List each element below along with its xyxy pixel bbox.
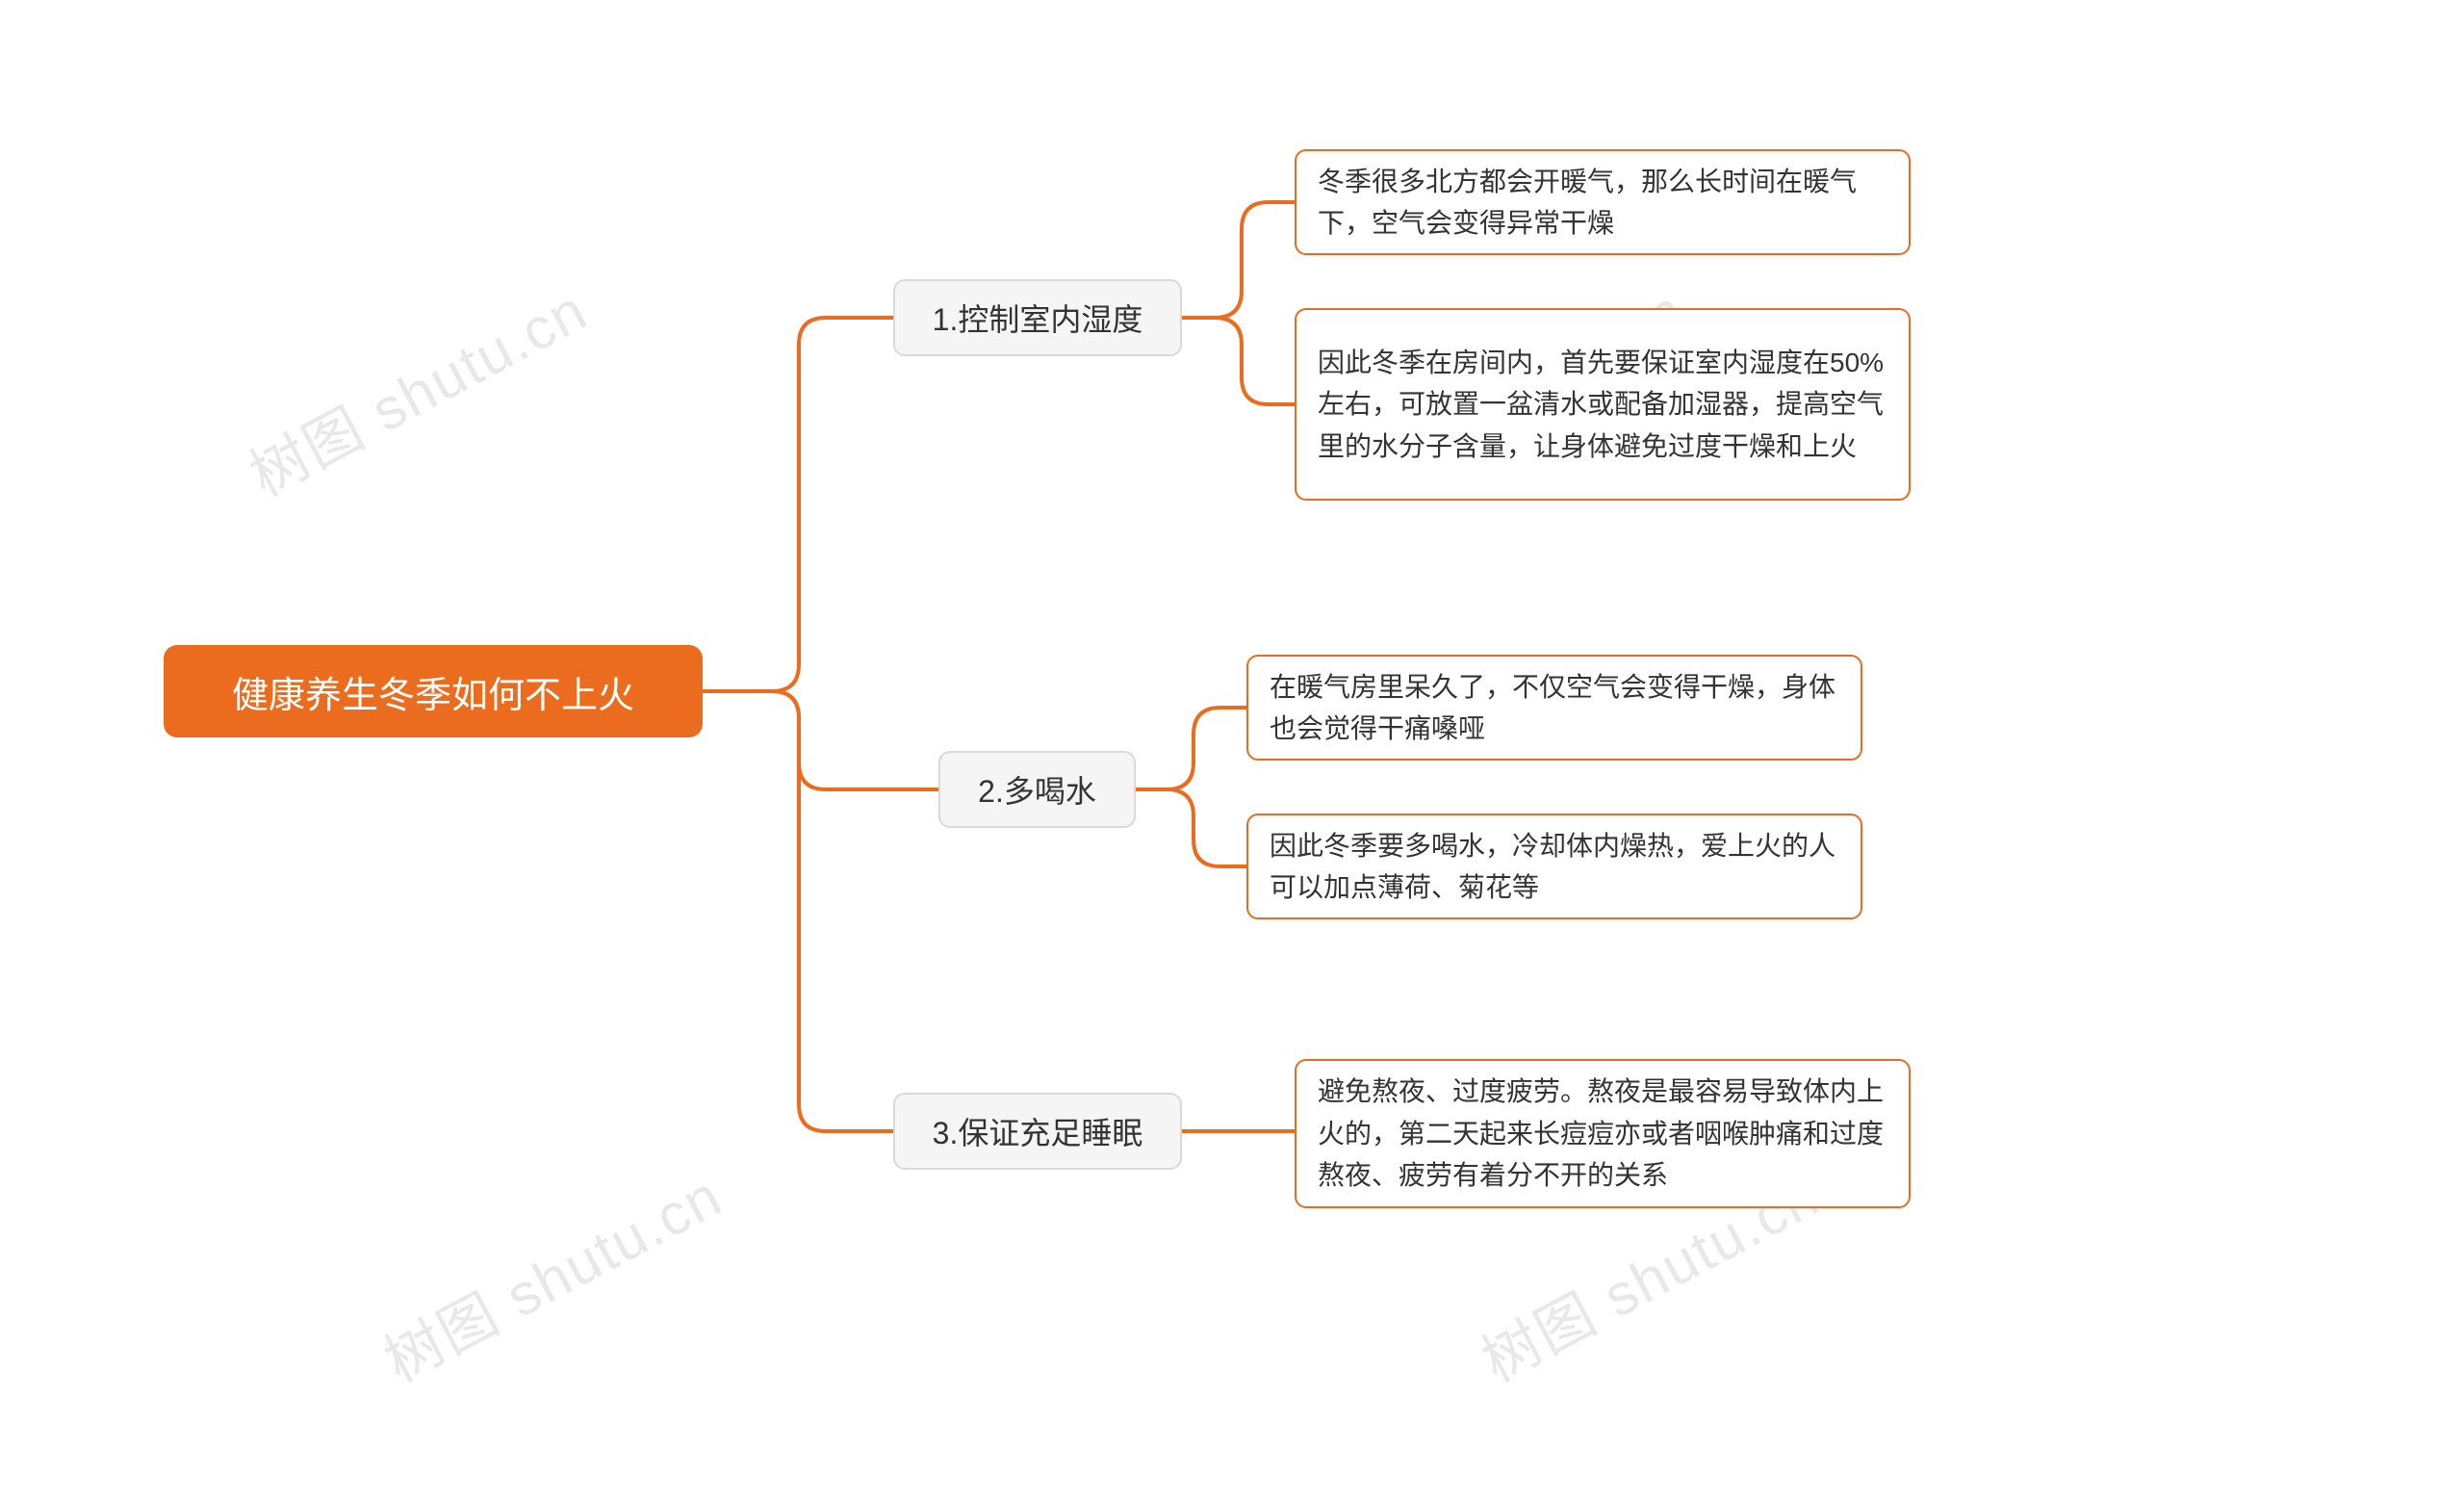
watermark: 树图 shutu.cn (233, 265, 600, 513)
connector-layer (0, 0, 2464, 1498)
leaf-node-2a: 在暖气房里呆久了，不仅空气会变得干燥，身体也会觉得干痛嗓哑 (1246, 655, 1862, 761)
leaf-text: 冬季很多北方都会开暖气，那么长时间在暖气下，空气会变得异常干燥 (1318, 161, 1887, 245)
root-node: 健康养生冬季如何不上火 (164, 645, 703, 737)
branch-node-1: 1.控制室内湿度 (893, 279, 1182, 356)
leaf-text: 因此冬季要多喝水，冷却体内燥热，爱上火的人可以加点薄荷、菊花等 (1270, 825, 1839, 909)
root-label: 健康养生冬季如何不上火 (232, 665, 634, 718)
branch-node-2: 2.多喝水 (938, 751, 1136, 828)
leaf-text: 因此冬季在房间内，首先要保证室内湿度在50%左右，可放置一盆清水或配备加湿器，提… (1318, 342, 1887, 467)
watermark: 树图 shutu.cn (368, 1150, 734, 1399)
branch-label: 3.保证充足睡眠 (933, 1109, 1143, 1153)
leaf-text: 避免熬夜、过度疲劳。熬夜是最容易导致体内上火的，第二天起来长痘痘亦或者咽喉肿痛和… (1318, 1071, 1887, 1196)
leaf-node-1a: 冬季很多北方都会开暖气，那么长时间在暖气下，空气会变得异常干燥 (1295, 149, 1911, 255)
leaf-node-2b: 因此冬季要多喝水，冷却体内燥热，爱上火的人可以加点薄荷、菊花等 (1246, 814, 1862, 919)
leaf-text: 在暖气房里呆久了，不仅空气会变得干燥，身体也会觉得干痛嗓哑 (1270, 666, 1839, 750)
leaf-node-1b: 因此冬季在房间内，首先要保证室内湿度在50%左右，可放置一盆清水或配备加湿器，提… (1295, 308, 1911, 501)
leaf-node-3a: 避免熬夜、过度疲劳。熬夜是最容易导致体内上火的，第二天起来长痘痘亦或者咽喉肿痛和… (1295, 1059, 1911, 1208)
branch-node-3: 3.保证充足睡眠 (893, 1093, 1182, 1170)
branch-label: 2.多喝水 (978, 767, 1096, 812)
branch-label: 1.控制室内湿度 (933, 296, 1143, 340)
